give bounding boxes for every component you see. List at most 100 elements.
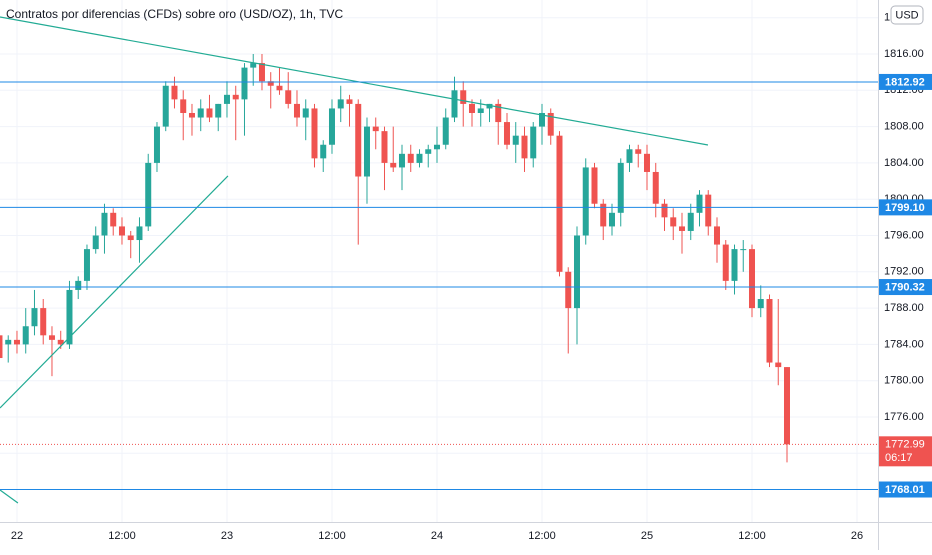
level-label-box <box>879 73 932 90</box>
candle-body <box>626 149 633 163</box>
candle-body <box>678 226 685 231</box>
trend-line <box>0 489 19 504</box>
axes: 1772.001776.001780.001784.001788.001792.… <box>11 12 932 542</box>
candle-body <box>600 203 607 227</box>
candle-body <box>407 153 414 163</box>
candle-body <box>503 122 510 145</box>
level-label: 1768.01 <box>885 484 925 496</box>
candle-body <box>276 85 283 91</box>
candle-body <box>722 244 729 281</box>
candle-body <box>381 131 388 163</box>
candle-body <box>285 90 292 104</box>
countdown-label: 06:17 <box>885 452 913 464</box>
candle-body <box>495 103 502 123</box>
y-tick-label: 1804.00 <box>884 157 924 169</box>
level-label-box <box>879 481 932 498</box>
candle-body <box>267 81 274 86</box>
chart-title: Contratos por diferencias (CFDs) sobre o… <box>6 7 344 21</box>
y-tick-label: 1808.00 <box>884 121 924 133</box>
candle-body <box>442 117 449 145</box>
currency-button-label[interactable]: USD <box>895 9 918 21</box>
candle-body <box>757 299 764 309</box>
candle-body <box>48 335 55 340</box>
candle-body <box>687 212 694 231</box>
candle-body <box>258 63 265 82</box>
candle-body <box>92 235 99 250</box>
level-label: 1799.10 <box>885 202 925 214</box>
candle-body <box>66 289 73 345</box>
candle-body <box>145 162 152 227</box>
y-tick-label: 1784.00 <box>884 338 924 350</box>
candle-body <box>101 212 108 236</box>
currency-button[interactable]: USD <box>890 5 924 25</box>
candle-body <box>215 103 222 118</box>
candle-body <box>661 203 668 218</box>
level-label: 1790.32 <box>885 281 925 293</box>
candle-body <box>153 126 160 163</box>
candle-body <box>547 112 554 136</box>
candle-body <box>40 308 47 336</box>
candle-body <box>355 103 362 177</box>
candle-body <box>75 280 82 290</box>
candle-body <box>5 339 12 345</box>
candle-body <box>241 67 248 100</box>
candle-body <box>775 362 782 368</box>
candle-body <box>223 94 230 104</box>
candle-body <box>705 194 712 227</box>
candle-body <box>521 135 528 159</box>
candle-body <box>180 99 187 113</box>
candle-body <box>556 135 563 272</box>
candle-body <box>652 171 659 204</box>
candle-body <box>390 162 397 168</box>
candle-body <box>731 249 738 281</box>
candle-body <box>57 339 64 345</box>
candle-body <box>398 153 405 168</box>
x-tick-label: 26 <box>851 530 863 542</box>
x-tick-label: 22 <box>11 530 23 542</box>
candle-body <box>512 135 519 145</box>
candle-body <box>171 85 178 100</box>
candle-body <box>232 94 239 100</box>
candle-body <box>346 99 353 104</box>
candle-body <box>468 103 475 113</box>
candle-body <box>530 126 537 159</box>
candle-body <box>451 90 458 118</box>
x-tick-label: 12:00 <box>108 530 136 542</box>
x-tick-label: 12:00 <box>528 530 556 542</box>
candle-body <box>582 167 589 236</box>
candle-body <box>83 249 90 281</box>
plot-area <box>0 16 878 504</box>
candle-body <box>363 126 370 177</box>
candle-body <box>22 326 29 345</box>
candle-body <box>538 112 545 127</box>
candle-body <box>250 63 257 68</box>
candle-body <box>748 249 755 309</box>
y-tick-label: 1792.00 <box>884 266 924 278</box>
currency-button-box[interactable] <box>890 5 924 25</box>
candle-body <box>617 162 624 213</box>
candle-body <box>293 103 300 118</box>
candle-body <box>766 299 773 363</box>
candle-body <box>197 108 204 118</box>
trend-line <box>0 175 229 409</box>
candle-body <box>162 85 169 127</box>
candle-body <box>302 108 309 118</box>
candle-body <box>740 249 747 251</box>
candle-body <box>320 144 327 159</box>
level-label: 1812.92 <box>885 76 925 88</box>
y-tick-label: 1776.00 <box>884 411 924 423</box>
y-tick-label: 1816.00 <box>884 48 924 60</box>
candle-body <box>635 149 642 154</box>
candle-body <box>433 144 440 150</box>
level-label-box <box>879 279 932 296</box>
candle-body <box>416 153 423 163</box>
candle-body <box>486 103 493 109</box>
y-tick-label: 1796.00 <box>884 229 924 241</box>
candle-body <box>460 90 467 104</box>
candle-body <box>713 226 720 245</box>
level-label-box <box>879 199 932 216</box>
grid <box>0 0 878 522</box>
candle-body <box>696 194 703 213</box>
